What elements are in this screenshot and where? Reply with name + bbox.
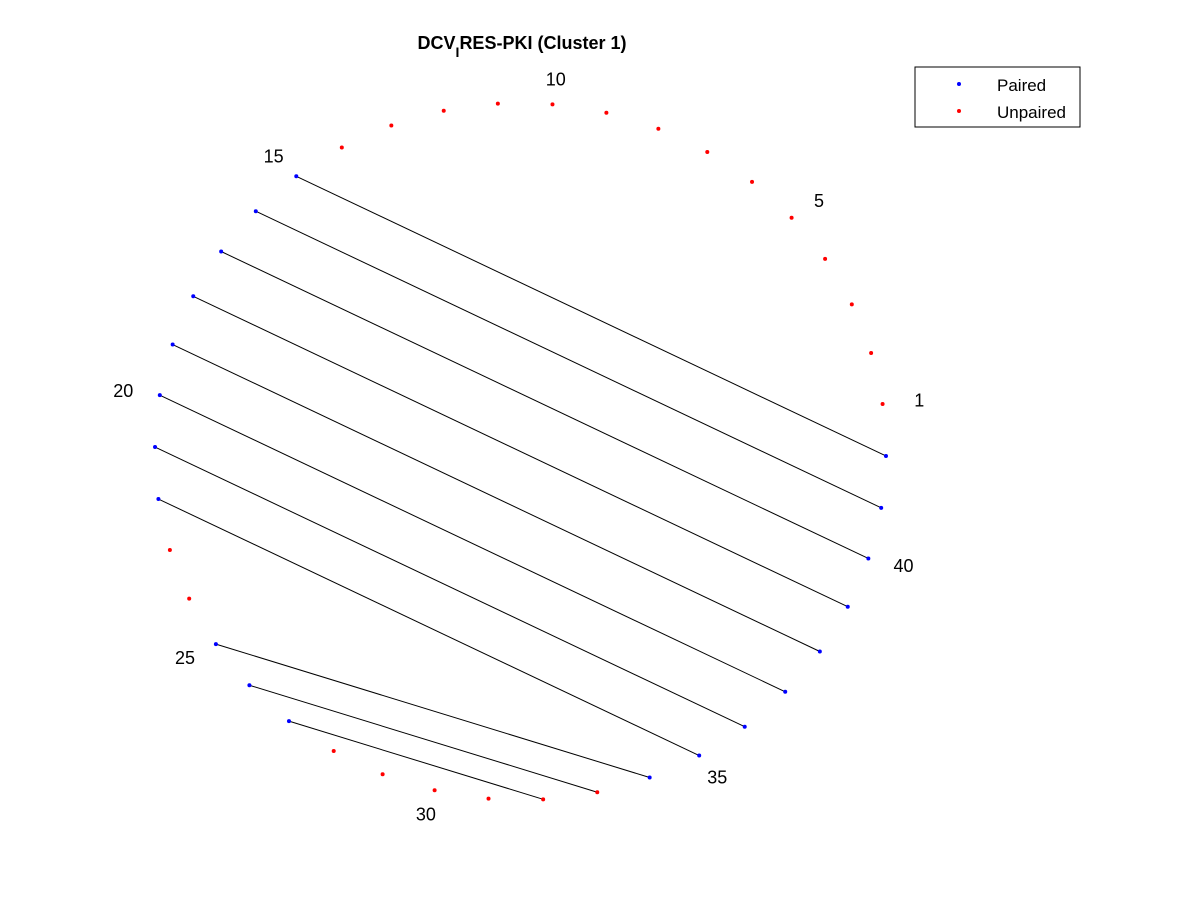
position-point-4 (823, 256, 828, 261)
position-point-10 (550, 102, 555, 107)
position-point-14 (339, 145, 344, 150)
position-point-26 (247, 683, 252, 688)
position-point-40 (866, 556, 871, 561)
position-point-1 (880, 401, 885, 406)
position-point-3 (849, 302, 854, 307)
position-label-40: 40 (894, 556, 914, 576)
pair-line-37-20 (159, 394, 786, 693)
position-point-33 (595, 790, 600, 795)
pair-line-32-27 (288, 720, 544, 800)
pair-line-33-26 (249, 684, 598, 793)
position-point-31 (486, 796, 491, 801)
pair-line-40-17 (220, 251, 869, 559)
position-point-30 (432, 788, 437, 793)
position-point-24 (187, 596, 192, 601)
pair-lines-group (154, 175, 887, 800)
position-label-15: 15 (264, 147, 284, 167)
position-point-9 (604, 110, 609, 115)
position-point-19 (170, 342, 175, 347)
position-point-20 (157, 393, 162, 398)
position-point-11 (495, 101, 500, 106)
position-point-23 (167, 547, 172, 552)
pair-line-36-21 (154, 446, 745, 728)
position-point-38 (817, 649, 822, 654)
position-point-35 (697, 753, 702, 758)
position-point-18 (191, 294, 196, 299)
position-point-12 (441, 108, 446, 113)
position-point-34 (647, 775, 652, 780)
position-point-16 (253, 209, 258, 214)
legend-label-unpaired: Unpaired (997, 103, 1066, 122)
position-label-10: 10 (546, 69, 566, 89)
pair-line-38-19 (172, 344, 821, 652)
position-point-6 (750, 179, 755, 184)
position-label-30: 30 (416, 805, 436, 825)
position-point-32 (541, 797, 546, 802)
position-point-15 (294, 174, 299, 179)
position-point-37 (783, 689, 788, 694)
position-point-2 (869, 351, 874, 356)
position-point-17 (219, 249, 224, 254)
position-point-39 (845, 604, 850, 609)
legend: Paired Unpaired (914, 66, 1081, 128)
position-label-35: 35 (707, 767, 727, 787)
position-point-7 (705, 149, 710, 154)
pair-line-35-22 (158, 498, 700, 756)
position-point-8 (656, 126, 661, 131)
position-point-28 (331, 749, 336, 754)
pair-line-39-18 (193, 295, 848, 608)
chart-title: DCVIRES-PKI (Cluster 1) (418, 33, 627, 60)
position-point-36 (742, 724, 747, 729)
position-point-42 (883, 453, 888, 458)
position-point-13 (389, 123, 394, 128)
points-group (153, 101, 888, 802)
position-label-25: 25 (175, 648, 195, 668)
legend-marker-unpaired (957, 109, 961, 113)
position-label-20: 20 (113, 381, 133, 401)
legend-label-paired: Paired (997, 76, 1046, 95)
pair-line-41-16 (255, 210, 882, 509)
position-point-22 (156, 497, 161, 502)
position-label-1: 1 (914, 391, 924, 411)
position-point-27 (286, 719, 291, 724)
position-point-5 (789, 215, 794, 220)
position-label-5: 5 (814, 191, 824, 211)
position-point-25 (213, 642, 218, 647)
position-point-41 (879, 505, 884, 510)
legend-box (914, 66, 1081, 128)
position-point-21 (153, 445, 158, 450)
pair-line-34-25 (215, 643, 650, 778)
pair-line-42-15 (296, 175, 887, 457)
position-point-29 (380, 772, 385, 777)
legend-marker-paired (957, 82, 961, 86)
